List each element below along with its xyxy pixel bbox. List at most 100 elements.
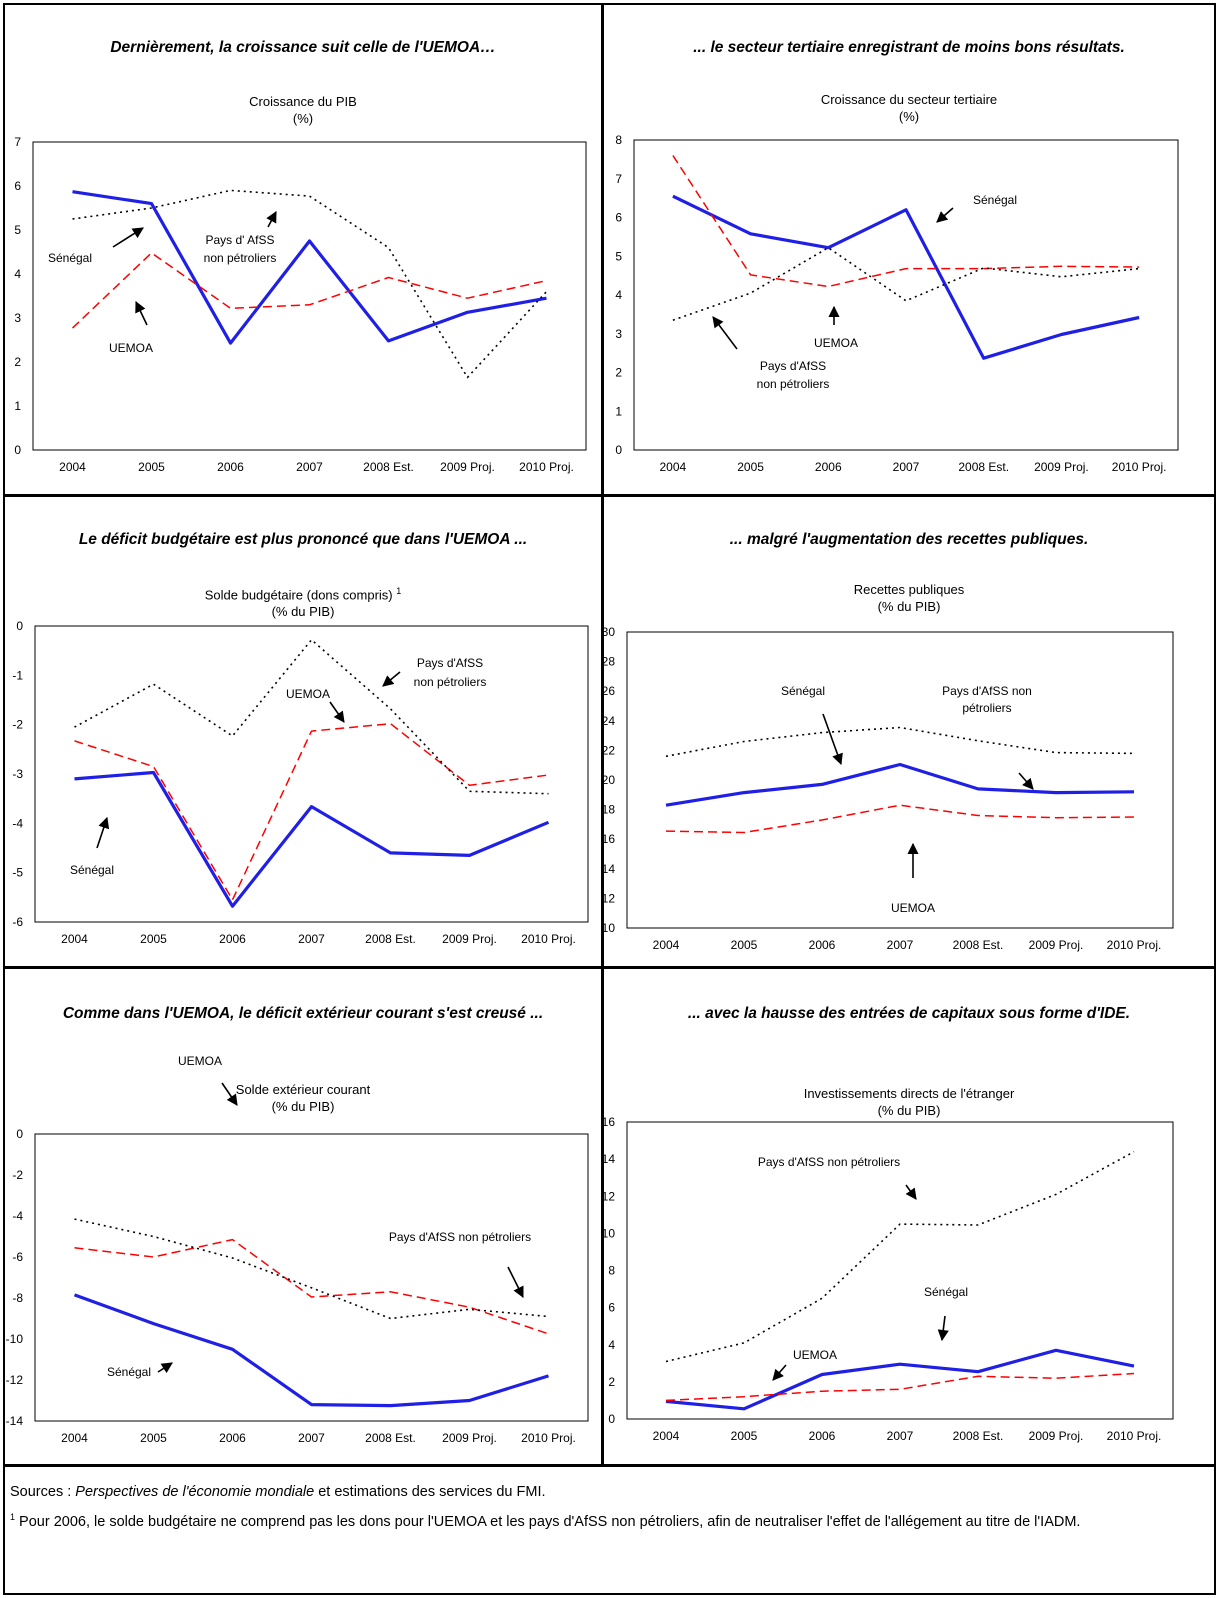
chart-unit: (% du PIB)	[877, 1103, 941, 1118]
x-tick-label: 2008 Est.	[953, 1429, 1004, 1443]
annotation-arrow	[266, 211, 277, 228]
panel-headline: ... avec la hausse des entrées de capita…	[687, 1005, 1131, 1022]
plot-area	[626, 1121, 1174, 1420]
chart-title-text: Croissance du PIB	[249, 94, 357, 109]
y-tick-label: 12	[602, 891, 616, 905]
footnote-line: 1 Pour 2006, le solde budgétaire ne comp…	[10, 1507, 1205, 1533]
y-tick-label: 7	[14, 135, 21, 149]
chart-title-text: Recettes publiques	[853, 582, 965, 597]
y-tick-label: 18	[602, 803, 616, 817]
chart-title-text: Investissements directs de l'étranger	[803, 1086, 1015, 1101]
x-tick-label: 2010 Proj.	[1107, 1429, 1162, 1443]
x-tick-label: 2004	[61, 932, 88, 946]
chart-unit: (% du PIB)	[877, 599, 941, 614]
y-tick-label: 24	[602, 714, 616, 728]
annotation-label: UEMOA	[286, 687, 330, 701]
panel-budget-balance: Le déficit budgétaire est plus prononcé …	[5, 497, 601, 966]
y-tick-label: -8	[12, 1291, 23, 1305]
series-line-solid	[73, 1293, 549, 1408]
annotation-arrow	[329, 701, 345, 723]
x-tick-label: 2008 Est.	[363, 460, 414, 474]
y-tick-label: 2	[615, 366, 622, 380]
chart-4: 0 -2 -4 -6 -8 -10 -12 -14 2004 2005 2006 2007 2008 E…	[6, 1054, 589, 1445]
y-tick-label: 0	[14, 443, 21, 457]
annotation-label: Sénégal	[781, 684, 825, 698]
chart-2: 0 -1 -2 -3 -4 -5 -6 2004 2005 2006 2007 2008 Est. 20…	[12, 619, 589, 946]
chart-title: Solde extérieur courant (% du PIB)	[5, 1081, 601, 1115]
annotation-arrow	[96, 816, 110, 849]
panel-public-revenue: ... malgré l'augmentation des recettes p…	[604, 497, 1214, 966]
panel-headline: Le déficit budgétaire est plus prononcé …	[78, 531, 528, 548]
y-tick-label: 3	[14, 311, 21, 325]
series-line-dotted	[72, 189, 548, 379]
annotation-label: UEMOA	[891, 901, 935, 915]
annotation-arrow	[936, 207, 954, 223]
chart-title-text: Croissance du secteur tertiaire	[820, 92, 998, 107]
annotation-arrow	[157, 1362, 173, 1374]
y-tick-label: 2	[608, 1375, 615, 1389]
annotation-label: Pays d'AfSS non	[942, 684, 1032, 698]
y-tick-label: -3	[12, 767, 23, 781]
annotation-label: Sénégal	[973, 193, 1017, 207]
chart-title: Croissance du secteur tertiaire (%)	[604, 91, 1214, 125]
series-line-dashed	[665, 804, 1135, 834]
series-line-dotted	[665, 726, 1135, 758]
y-tick-label: -1	[12, 668, 23, 682]
x-tick-label: 2006	[219, 1431, 246, 1445]
column-divider	[601, 3, 604, 1465]
annotation-arrow	[772, 1364, 787, 1381]
y-tick-label: 0	[16, 619, 23, 633]
y-tick-label: 1	[615, 404, 622, 418]
sources-line: Sources : Perspectives de l'économie mon…	[10, 1482, 1205, 1503]
x-tick-label: 2004	[653, 938, 680, 952]
chart-unit: (%)	[898, 109, 920, 124]
y-tick-label: 0	[16, 1127, 23, 1141]
panel-headline: Comme dans l'UEMOA, le déficit extérieur…	[62, 1005, 544, 1022]
x-tick-label: 2007	[887, 1429, 914, 1443]
x-tick-label: 2009 Proj.	[440, 460, 495, 474]
plot-area	[34, 625, 589, 923]
x-tick-label: 2006	[219, 932, 246, 946]
annotation-label: non pétroliers	[757, 377, 830, 391]
x-tick-label: 2005	[140, 932, 167, 946]
panel-current-account: Comme dans l'UEMOA, le déficit extérieur…	[5, 969, 601, 1464]
x-tick-label: 2010 Proj.	[521, 1431, 576, 1445]
x-tick-label: 2007	[296, 460, 323, 474]
y-tick-label: 8	[608, 1264, 615, 1278]
series-line-solid	[74, 770, 550, 908]
annotation-arrow	[135, 300, 148, 326]
y-tick-label: 5	[14, 223, 21, 237]
y-tick-label: -4	[12, 1209, 23, 1223]
y-tick-label: 16	[602, 832, 616, 846]
series-line-dotted	[665, 1150, 1135, 1363]
plot-area	[633, 139, 1179, 451]
plot-area	[34, 1133, 589, 1422]
footnote-text: Pour 2006, le solde budgétaire ne compre…	[15, 1513, 1081, 1530]
panel-fdi: ... avec la hausse des entrées de capita…	[604, 969, 1214, 1464]
chart-unit: (% du PIB)	[271, 604, 335, 620]
annotation-label: UEMOA	[178, 1054, 222, 1068]
y-tick-label: -10	[6, 1332, 24, 1346]
y-tick-label: 14	[602, 1152, 616, 1166]
annotation-arrow	[1018, 772, 1034, 790]
chart-3: 10 12 14 16 18 20 22 24 26 28 30 2004 2005 2006 2007 20…	[602, 625, 1174, 952]
y-tick-label: -2	[12, 1168, 23, 1182]
x-tick-label: 2006	[217, 460, 244, 474]
annotation-label: UEMOA	[814, 336, 858, 350]
y-tick-label: 0	[615, 443, 622, 457]
y-tick-label: -6	[12, 915, 23, 929]
y-tick-label: -2	[12, 718, 23, 732]
annotation-arrow	[382, 671, 401, 687]
x-tick-label: 2009 Proj.	[1029, 1429, 1084, 1443]
y-tick-label: 8	[615, 133, 622, 147]
y-tick-label: 2	[14, 355, 21, 369]
annotation-arrow	[221, 1082, 238, 1106]
panel-headline: Dernièrement, la croissance suit celle d…	[110, 39, 496, 56]
y-tick-label: 4	[608, 1338, 615, 1352]
sources-italic: Perspectives de l'économie mondiale	[75, 1484, 315, 1500]
plot-area	[626, 631, 1174, 929]
y-tick-label: 4	[615, 288, 622, 302]
annotation-arrow	[937, 1315, 949, 1342]
footnote-marker: 1	[396, 586, 402, 596]
annotation-label: Sénégal	[70, 863, 114, 877]
